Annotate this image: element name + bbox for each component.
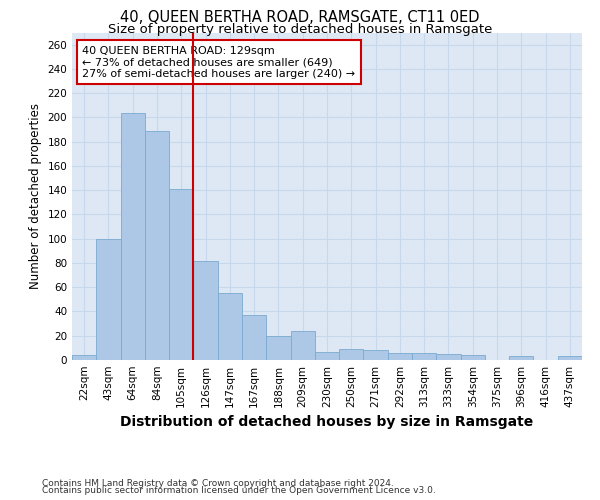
Text: Size of property relative to detached houses in Ramsgate: Size of property relative to detached ho… xyxy=(108,22,492,36)
Text: 40, QUEEN BERTHA ROAD, RAMSGATE, CT11 0ED: 40, QUEEN BERTHA ROAD, RAMSGATE, CT11 0E… xyxy=(120,10,480,25)
Bar xyxy=(169,189,193,360)
Bar xyxy=(364,350,388,360)
Bar xyxy=(388,352,412,360)
Bar xyxy=(218,294,242,360)
Bar xyxy=(461,355,485,360)
Text: Contains HM Land Registry data © Crown copyright and database right 2024.: Contains HM Land Registry data © Crown c… xyxy=(42,478,394,488)
Bar xyxy=(96,238,121,360)
Bar xyxy=(315,352,339,360)
Bar xyxy=(193,260,218,360)
Bar xyxy=(242,315,266,360)
Bar xyxy=(266,336,290,360)
Bar xyxy=(121,112,145,360)
Bar xyxy=(145,130,169,360)
Bar xyxy=(436,354,461,360)
Bar xyxy=(509,356,533,360)
Bar xyxy=(412,352,436,360)
Text: Contains public sector information licensed under the Open Government Licence v3: Contains public sector information licen… xyxy=(42,486,436,495)
Bar xyxy=(558,356,582,360)
X-axis label: Distribution of detached houses by size in Ramsgate: Distribution of detached houses by size … xyxy=(121,416,533,430)
Text: 40 QUEEN BERTHA ROAD: 129sqm
← 73% of detached houses are smaller (649)
27% of s: 40 QUEEN BERTHA ROAD: 129sqm ← 73% of de… xyxy=(82,46,355,79)
Y-axis label: Number of detached properties: Number of detached properties xyxy=(29,104,42,289)
Bar xyxy=(339,349,364,360)
Bar xyxy=(290,331,315,360)
Bar xyxy=(72,355,96,360)
